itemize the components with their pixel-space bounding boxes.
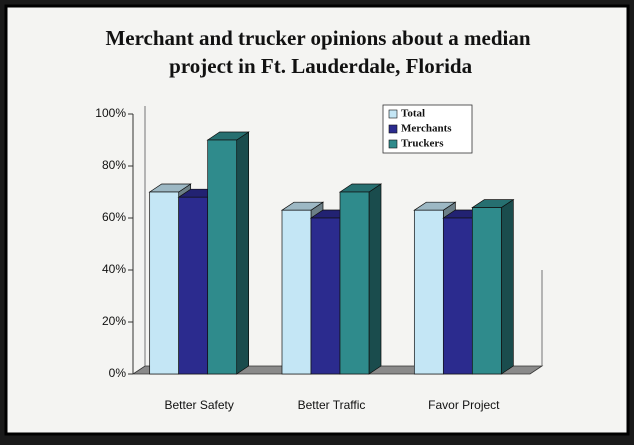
x-tick-label: Better Safety <box>164 398 233 412</box>
legend-swatch <box>388 109 398 119</box>
bar <box>207 139 238 375</box>
bar <box>471 207 502 375</box>
legend <box>382 104 473 154</box>
legend-swatch <box>388 139 398 149</box>
y-tick-label: 20% <box>102 314 126 328</box>
bar <box>178 196 209 375</box>
legend-label: Merchants <box>401 123 452 135</box>
bar <box>413 209 444 375</box>
bar <box>442 217 473 375</box>
chart-title: Merchant and trucker opinions about a me… <box>105 26 530 78</box>
y-tick-label: 100% <box>95 106 126 120</box>
bar <box>149 191 180 375</box>
y-tick-label: 40% <box>102 262 126 276</box>
bar <box>310 217 341 375</box>
y-tick-label: 80% <box>102 158 126 172</box>
x-tick-label: Better Traffic <box>298 398 366 412</box>
y-tick-label: 60% <box>102 210 126 224</box>
bar-side <box>236 131 250 375</box>
legend-label: Total <box>401 108 425 120</box>
frame <box>4 4 630 436</box>
legend-swatch <box>388 124 398 134</box>
bar-side <box>368 183 382 375</box>
bar <box>281 209 312 375</box>
legend-label: Truckers <box>401 138 444 150</box>
y-tick-label: 0% <box>109 366 127 380</box>
bar <box>339 191 370 375</box>
x-tick-label: Favor Project <box>428 398 500 412</box>
bar-side <box>500 198 514 375</box>
